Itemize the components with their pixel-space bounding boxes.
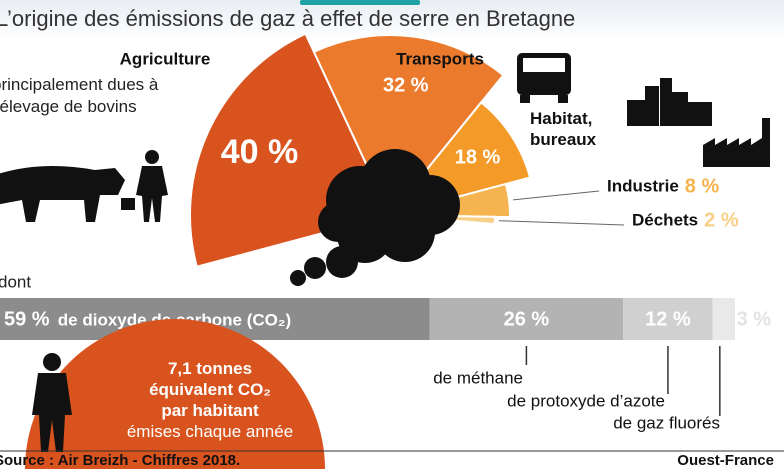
source: Source : Air Breizh - Chiffres 2018. xyxy=(0,452,240,469)
bar-segment xyxy=(713,298,735,340)
leader-line xyxy=(499,221,624,225)
value-label: 18 % xyxy=(455,146,501,168)
cow-icon xyxy=(0,166,125,222)
category-label: Industrie xyxy=(607,176,679,195)
category-label: Habitat,bureaux xyxy=(530,109,597,149)
value-label: 8 % xyxy=(685,175,720,197)
legend-label: de gaz fluorés xyxy=(613,413,720,432)
legend-label: de méthane xyxy=(433,368,523,387)
value-label: 3 % xyxy=(737,308,772,330)
leader-line xyxy=(513,191,599,200)
legend-label: de protoxyde d’azote xyxy=(507,391,665,410)
value-label: 40 % xyxy=(221,133,299,171)
value-label: 59 % xyxy=(4,308,50,330)
credit: Ouest-France xyxy=(677,452,774,469)
truck-icon xyxy=(517,53,571,103)
farmer-icon xyxy=(121,150,168,222)
header-tab xyxy=(300,0,420,5)
category-label: Déchets xyxy=(632,210,698,229)
bar-title: dont xyxy=(0,272,31,291)
value-label: 2 % xyxy=(704,209,739,231)
value-label: 26 % xyxy=(504,308,550,330)
infographic: L’origine des émissions de gaz à effet d… xyxy=(0,0,784,469)
category-label: Transports xyxy=(396,49,484,68)
buildings-icon xyxy=(627,78,712,126)
category-label: Agriculture xyxy=(120,49,211,68)
value-label: 12 % xyxy=(645,308,691,330)
factory-icon xyxy=(703,118,770,167)
value-label: 32 % xyxy=(383,75,429,97)
chart-title: L’origine des émissions de gaz à effet d… xyxy=(0,6,575,31)
